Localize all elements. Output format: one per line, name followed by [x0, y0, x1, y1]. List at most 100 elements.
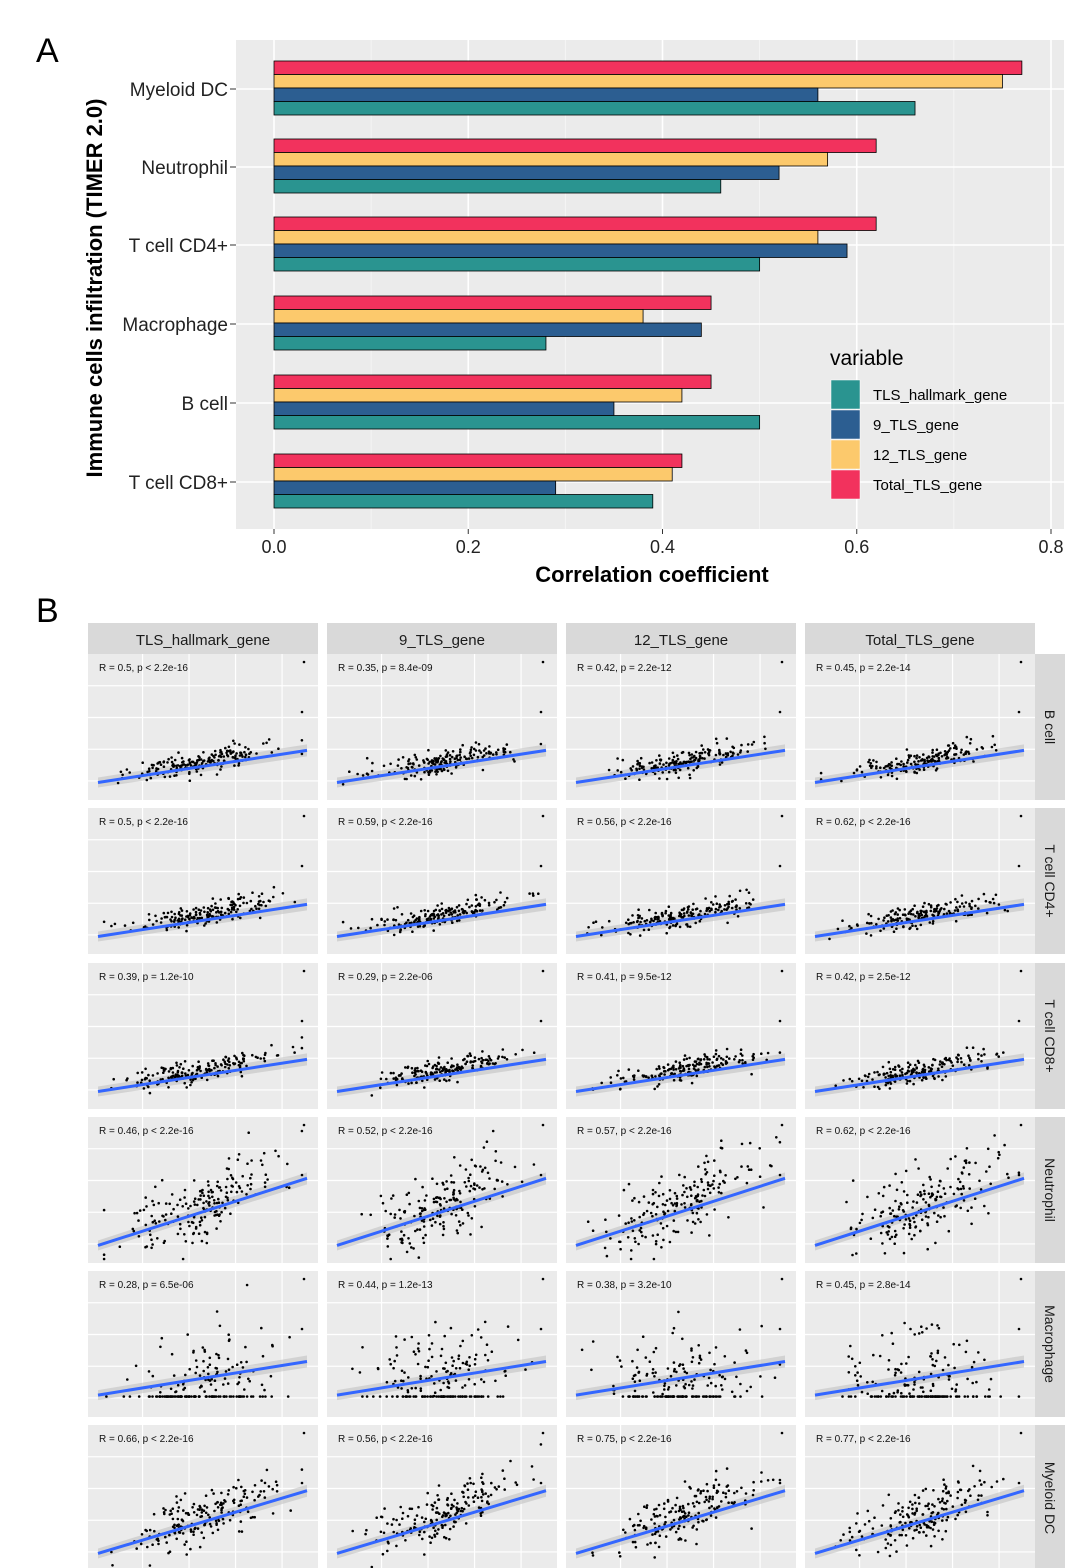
scatter-point	[162, 765, 166, 768]
scatter-point	[237, 764, 240, 767]
scatter-point	[635, 1366, 639, 1369]
scatter-point	[539, 1481, 543, 1485]
bar	[273, 243, 848, 258]
scatter-point	[395, 1346, 398, 1349]
scatter-point	[708, 1395, 711, 1398]
scatter-point	[619, 770, 623, 774]
scatter-point	[653, 1375, 656, 1378]
scatter-point	[149, 1233, 152, 1237]
scatter-point	[264, 1051, 267, 1055]
scatter-point	[150, 1214, 153, 1218]
scatter-point	[690, 1347, 693, 1350]
scatter-point	[451, 1069, 455, 1073]
scatter-point	[449, 1174, 453, 1177]
scatter-point	[405, 1193, 409, 1196]
scatter-point	[427, 1334, 431, 1337]
scatter-point	[834, 1084, 837, 1087]
scatter-point	[407, 1082, 410, 1085]
scatter-point	[670, 1201, 673, 1205]
scatter-point	[921, 905, 925, 908]
scatter-point	[935, 1220, 939, 1223]
scatter-point	[245, 1360, 248, 1364]
scatter-point	[702, 748, 705, 751]
scatter-point	[405, 766, 408, 769]
scatter-point	[247, 1377, 250, 1381]
scatter-point	[951, 741, 955, 745]
scatter-point	[913, 754, 916, 758]
scatter-point	[730, 900, 734, 903]
scatter-point	[714, 1469, 718, 1473]
scatter-point	[751, 898, 755, 901]
scatter-point	[257, 1495, 260, 1498]
scatter-point	[657, 1194, 661, 1198]
scatter-point	[722, 1491, 725, 1494]
scatter-point	[450, 1492, 453, 1495]
scatter-point	[207, 1190, 210, 1194]
scatter-point	[457, 1357, 460, 1361]
scatter-point	[227, 745, 231, 749]
scatter-point	[490, 1481, 493, 1485]
scatter-point	[226, 1177, 229, 1181]
scatter-point	[967, 1064, 971, 1067]
scatter-point	[402, 1233, 406, 1237]
scatter-point	[528, 892, 531, 895]
scatter-point	[899, 763, 902, 767]
scatter-point	[962, 1199, 966, 1202]
scatter-point	[720, 1500, 723, 1503]
scatter-point	[715, 1057, 719, 1061]
scatter-point	[185, 1395, 188, 1398]
scatter-point	[179, 1498, 183, 1502]
scatter-point	[134, 1364, 138, 1368]
scatter-point	[920, 1395, 923, 1398]
scatter-point	[417, 1199, 421, 1203]
scatter-point	[938, 1063, 942, 1066]
scatter-point	[466, 1482, 469, 1485]
scatter-point	[211, 908, 215, 912]
scatter-point	[1019, 1277, 1023, 1281]
scatter-point	[413, 1518, 417, 1521]
scatter-point	[778, 1140, 782, 1144]
scatter-point	[708, 1495, 712, 1498]
scatter-point	[911, 1503, 914, 1506]
scatter-point	[425, 1194, 428, 1197]
scatter-point	[484, 747, 487, 750]
scatter-point	[950, 1387, 954, 1391]
scatter-point	[913, 1333, 916, 1336]
scatter-point	[902, 925, 905, 929]
scatter-point	[398, 930, 402, 934]
scatter-point	[691, 1220, 695, 1224]
scatter-point	[850, 926, 853, 930]
scatter-point	[963, 1395, 967, 1398]
scatter-point	[485, 1058, 489, 1062]
scatter-point	[632, 1075, 636, 1079]
scatter-point	[677, 1067, 681, 1070]
facet-column-strip	[805, 623, 1035, 654]
scatter-point	[720, 1384, 723, 1387]
scatter-point	[970, 1222, 973, 1226]
scatter-point	[175, 1501, 179, 1504]
scatter-point	[206, 1062, 210, 1065]
scatter-point	[712, 1179, 715, 1183]
scatter-point	[237, 1530, 241, 1533]
scatter-point	[210, 1395, 214, 1398]
scatter-point	[725, 908, 728, 911]
scatter-point	[638, 1379, 642, 1382]
scatter-point	[151, 1220, 155, 1224]
scatter-point	[653, 772, 657, 776]
scatter-point	[659, 1222, 663, 1225]
scatter-point	[605, 1230, 608, 1234]
scatter-point	[854, 1395, 857, 1398]
scatter-point	[910, 1237, 913, 1241]
scatter-point	[210, 1488, 214, 1492]
scatter-point	[647, 1201, 651, 1204]
legend-key	[830, 439, 861, 470]
scatter-point	[850, 1535, 854, 1539]
scatter-point	[198, 911, 202, 915]
scatter-point	[871, 1216, 875, 1220]
scatter-point	[928, 1070, 931, 1073]
scatter-point	[204, 1511, 208, 1515]
scatter-point	[942, 913, 946, 916]
scatter-point	[631, 1395, 635, 1398]
scatter-point	[191, 1064, 194, 1068]
scatter-point	[503, 900, 507, 904]
